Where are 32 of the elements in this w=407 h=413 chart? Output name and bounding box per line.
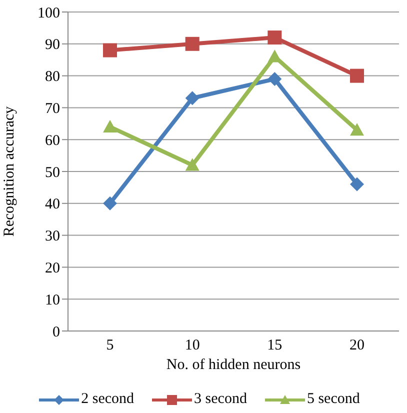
point [350, 123, 364, 136]
y-tick-label: 90 [45, 37, 60, 54]
x-tick-label: 15 [267, 338, 282, 354]
legend-label: 5 second [306, 391, 360, 408]
point [103, 120, 117, 132]
y-tick-label: 30 [45, 228, 60, 245]
legend-label: 2 second [81, 391, 134, 408]
point [350, 68, 364, 83]
y-tick-label: 100 [38, 5, 60, 22]
point [350, 177, 364, 192]
y-tick-label: 40 [45, 196, 60, 213]
point [268, 50, 282, 62]
point [268, 72, 282, 86]
x-tick-label: 20 [350, 338, 364, 354]
y-tick-label: 50 [45, 164, 60, 181]
x-tick-label: 5 [106, 338, 114, 354]
y-tick-label: 60 [45, 132, 60, 149]
y-tick-label: 80 [45, 69, 60, 86]
point [185, 36, 200, 51]
legend-label: 3 second [194, 391, 247, 408]
y-tick-label: 10 [45, 292, 60, 308]
y-axis-title: Recognition accuracy [1, 106, 18, 237]
y-tick-label: 0 [52, 324, 60, 340]
point [185, 158, 200, 171]
y-tick-label: 70 [45, 101, 60, 118]
y-tick-label: 20 [45, 260, 60, 277]
point [103, 196, 117, 210]
x-tick-label: 10 [184, 338, 200, 354]
point [268, 30, 282, 45]
point [185, 91, 200, 106]
point [103, 43, 117, 58]
x-axis-title: No. of hidden neurons [166, 357, 301, 373]
